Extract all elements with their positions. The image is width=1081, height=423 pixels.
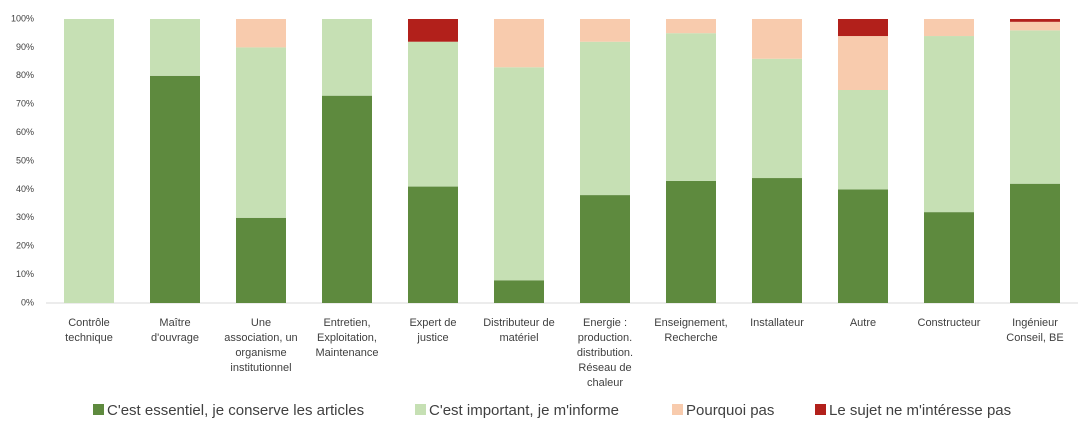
bar-segment [150,19,200,76]
x-tick-label: Contrôle technique [65,317,113,344]
bar-segment [494,280,544,303]
legend-label: Pourquoi pas [686,402,774,419]
y-tick-label: 60% [16,127,34,137]
x-tick-label: Enseignement, Recherche [654,317,727,344]
y-tick-label: 30% [16,212,34,222]
y-tick-label: 40% [16,184,34,194]
x-tick-line: organisme [235,347,286,359]
bar-segment [1010,21,1060,31]
bar-segment [236,217,286,303]
legend-swatch [672,404,683,415]
x-tick-label: Entretien, Exploitation, Maintenance [316,317,379,359]
bar-segment [64,19,114,303]
legend-label: C'est essentiel, je conserve les article… [107,402,364,419]
bar-segment [666,19,716,34]
x-tick-line: Maître [159,317,190,329]
y-tick-label: 20% [16,241,34,251]
bar-segment [494,19,544,68]
x-tick-line: institutionnel [230,362,291,374]
bar-segment [924,19,974,37]
bar-segment [580,19,630,42]
bar-segment [838,189,888,303]
bar-segment [838,19,888,37]
x-tick-line: Une [251,317,271,329]
bar-segment [322,95,372,304]
x-tick-label: Autre [850,317,876,329]
x-tick-line: Installateur [750,317,804,329]
bar-segment [1010,183,1060,303]
x-tick-line: Exploitation, [317,332,377,344]
x-tick-line: chaleur [587,377,623,389]
x-tick-line: Distributeur de [483,317,555,329]
x-tick-label: Ingénieur Conseil, BE [1006,317,1063,344]
bar-segment [494,67,544,281]
y-tick-label: 90% [16,42,34,52]
x-tick-label: Une association, un organisme institutionne… [224,317,297,374]
legend-swatch [815,404,826,415]
x-tick-line: matériel [499,332,538,344]
x-tick-line: Réseau de [578,362,631,374]
x-tick-label: Energie : production. distribution. Réseau … [577,317,633,389]
x-tick-line: Entretien, [323,317,370,329]
bar-segment [322,19,372,96]
bar-segment [408,41,458,187]
x-tick-line: Constructeur [918,317,981,329]
bar-segment [752,178,802,303]
y-tick-label: 70% [16,99,34,109]
x-tick-label: Maître d'ouvrage [151,317,199,344]
bar-segment [666,33,716,181]
x-tick-label: Constructeur [918,317,981,329]
x-tick-line: Enseignement, [654,317,727,329]
bar-segment [408,186,458,303]
x-tick-line: Contrôle [68,317,110,329]
x-tick-line: technique [65,332,113,344]
y-tick-label: 100% [11,13,34,23]
bar-segment [1010,19,1060,22]
x-tick-line: Ingénieur [1012,317,1058,329]
bar-segment [236,47,286,218]
bar-segment [580,195,630,303]
x-tick-line: distribution. [577,347,633,359]
legend-label: Le sujet ne m'intéresse pas [829,402,1011,419]
bar-segment [838,90,888,190]
legend-swatch [415,404,426,415]
y-tick-label: 0% [21,297,34,307]
bar-segment [666,180,716,303]
bar-segment [150,75,200,303]
x-tick-line: d'ouvrage [151,332,199,344]
bar-segment [752,58,802,179]
y-tick-label: 50% [16,155,34,165]
bar-segment [1010,30,1060,184]
x-tick-line: Maintenance [316,347,379,359]
x-tick-label: Installateur [750,317,804,329]
x-tick-line: Energie : [583,317,627,329]
x-tick-line: Recherche [664,332,717,344]
x-tick-label: Distributeur de matériel [483,317,555,344]
x-tick-label: Expert de justice [409,317,456,344]
x-tick-line: Conseil, BE [1006,332,1063,344]
legend-swatch [93,404,104,415]
bar-segment [580,41,630,196]
y-tick-label: 80% [16,70,34,80]
bar-segment [408,19,458,42]
x-tick-line: Expert de [409,317,456,329]
x-tick-line: association, un [224,332,297,344]
legend-label: C'est important, je m'informe [429,402,619,419]
x-tick-line: Autre [850,317,876,329]
bar-segment [924,212,974,303]
bar-segment [752,19,802,59]
bar-segment [236,19,286,48]
y-tick-label: 10% [16,269,34,279]
x-tick-line: production. [578,332,632,344]
x-tick-line: justice [416,332,448,344]
bar-segment [838,36,888,90]
bar-segment [924,36,974,213]
